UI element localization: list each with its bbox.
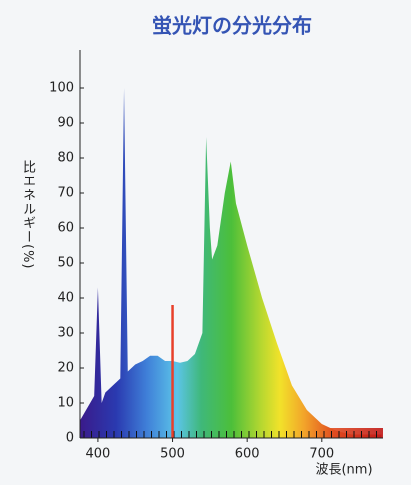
x-tick-label: 500 (160, 447, 185, 462)
y-tick-label: 80 (57, 151, 74, 166)
y-tick-label: 50 (57, 256, 74, 271)
x-tick-label: 600 (235, 447, 260, 462)
y-tick-label: 20 (57, 361, 74, 376)
y-tick-label: 10 (57, 396, 74, 411)
x-axis-label: 波長(nm) (315, 463, 372, 478)
spectrum-area (80, 88, 382, 438)
y-tick-label: 60 (57, 221, 74, 236)
y-tick-label: 30 (57, 326, 74, 341)
x-tick-label: 700 (309, 447, 334, 462)
plot: 0 10 20 30 40 50 60 70 80 90 100 400 500 600 700 (49, 50, 383, 462)
y-tick-label: 100 (49, 81, 74, 96)
y-tick-label: 0 (66, 431, 74, 446)
y-tick-label: 90 (57, 116, 74, 131)
y-axis-label: 比エネルギー(%) (20, 160, 35, 270)
y-tick-label: 70 (57, 186, 74, 201)
y-tick-label: 40 (57, 291, 74, 306)
x-tick-label: 400 (85, 447, 110, 462)
spectrum-strip (80, 428, 383, 438)
chart-title: 蛍光灯の分光分布 (152, 14, 312, 38)
